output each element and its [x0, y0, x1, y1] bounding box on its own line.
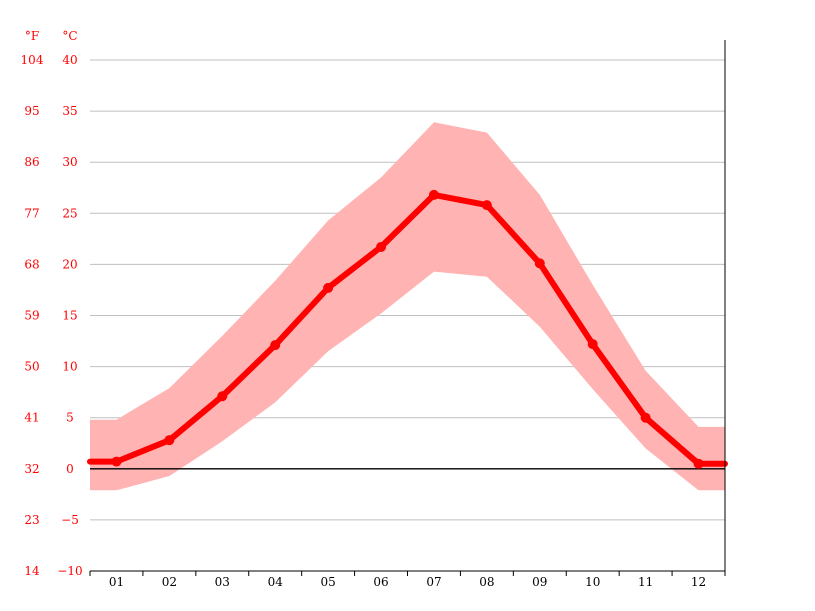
average-point — [640, 412, 651, 423]
x-tick-label: 03 — [215, 575, 230, 589]
y-tick-label-fahrenheit: 68 — [24, 257, 39, 271]
y-tick-label-fahrenheit: 86 — [24, 155, 39, 169]
x-tick-label: 10 — [585, 575, 600, 589]
average-point — [164, 435, 175, 446]
y-tick-label-celsius: −10 — [57, 564, 82, 578]
x-tick-label: 01 — [109, 575, 124, 589]
average-point — [217, 391, 228, 402]
x-tick-label: 08 — [479, 575, 494, 589]
average-point — [270, 340, 281, 351]
y-tick-label-celsius: 25 — [62, 206, 77, 220]
average-series-line — [87, 191, 728, 467]
x-tick-label: 09 — [532, 575, 547, 589]
y-tick-label-fahrenheit: 50 — [24, 360, 39, 374]
y-tick-label-celsius: 40 — [62, 53, 77, 67]
x-tick-label: 04 — [268, 575, 284, 589]
y-tick-label-fahrenheit: 95 — [24, 104, 39, 118]
y-tick-label-celsius: 35 — [62, 104, 77, 118]
x-tick-label: 06 — [373, 575, 388, 589]
y-tick-label-celsius: 0 — [66, 462, 74, 476]
x-tick-label: 11 — [638, 575, 653, 589]
average-point — [111, 456, 122, 467]
y-tick-label-fahrenheit: 32 — [24, 462, 39, 476]
average-point — [587, 339, 598, 350]
unit-fahrenheit-label: °F — [25, 29, 39, 43]
y-tick-label-celsius: 15 — [62, 309, 77, 323]
average-point — [376, 242, 387, 253]
average-point — [693, 458, 704, 469]
axes — [89, 40, 726, 576]
y-tick-label-celsius: 10 — [62, 360, 77, 374]
y-tick-label-celsius: 20 — [62, 257, 77, 271]
x-tick-label: 12 — [691, 575, 706, 589]
temperature-range-band — [90, 122, 725, 491]
tick-labels: 40104359530862577206815591050541032−523−… — [21, 53, 707, 589]
average-temperature-line — [87, 189, 728, 469]
y-tick-label-fahrenheit: 77 — [24, 206, 39, 220]
temperature-range-area — [90, 122, 725, 491]
unit-celsius-label: °C — [62, 29, 77, 43]
average-point — [534, 258, 545, 269]
x-tick-label: 07 — [426, 575, 441, 589]
y-tick-label-fahrenheit: 14 — [24, 564, 40, 578]
y-tick-label-celsius: 5 — [66, 411, 74, 425]
x-tick-label: 02 — [162, 575, 177, 589]
average-point — [428, 189, 439, 200]
y-tick-label-celsius: 30 — [62, 155, 77, 169]
y-tick-label-fahrenheit: 59 — [24, 309, 39, 323]
y-tick-label-fahrenheit: 41 — [24, 411, 39, 425]
x-tick-label: 05 — [320, 575, 335, 589]
average-point — [323, 282, 334, 293]
y-tick-label-fahrenheit: 104 — [21, 53, 44, 67]
average-point — [481, 200, 492, 211]
y-tick-label-fahrenheit: 23 — [24, 513, 39, 527]
y-tick-label-celsius: −5 — [61, 513, 79, 527]
